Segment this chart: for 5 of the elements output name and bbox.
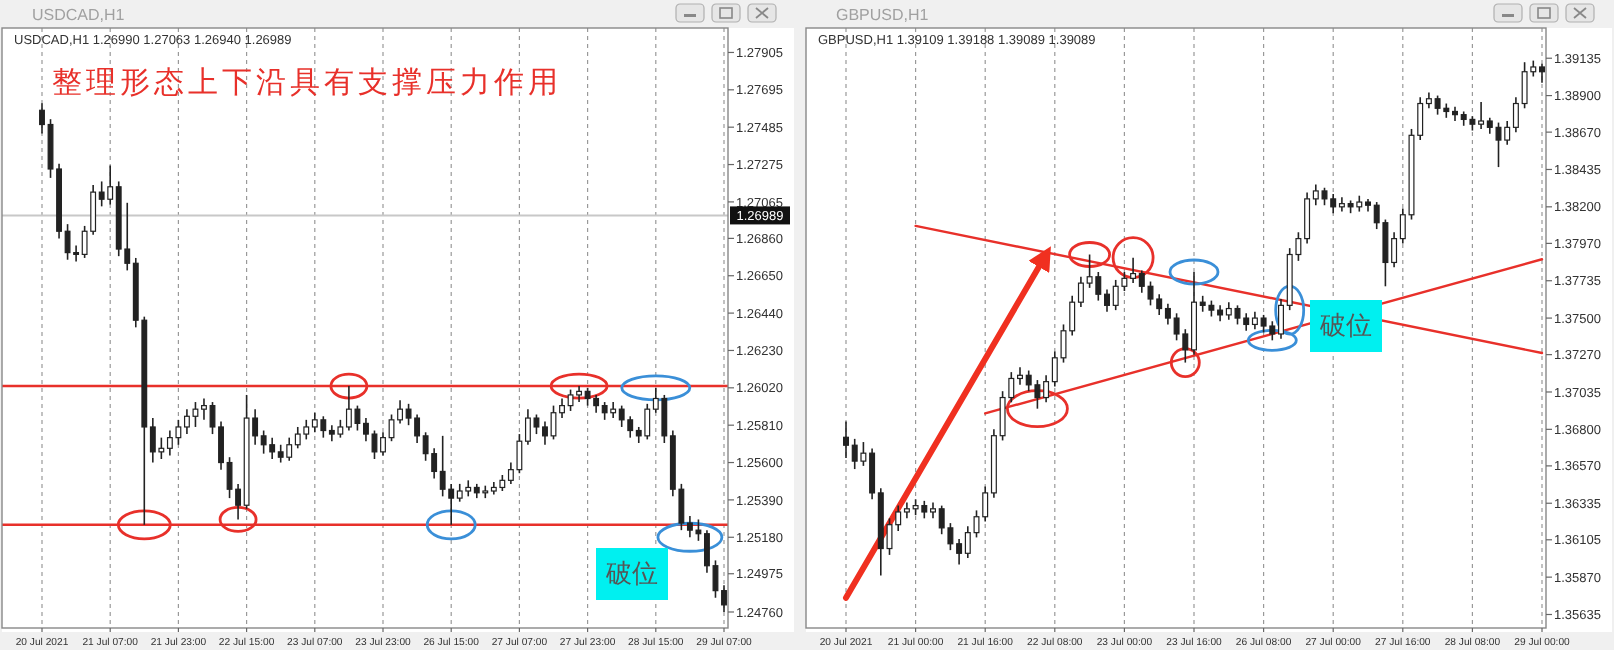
annotation: 破位 [604, 560, 658, 590]
annotation: 破位 [1318, 312, 1372, 342]
chart-title: USDCAD,H1 [32, 6, 126, 24]
annotation: 整理形态上下沿具有支撑压力作用 [52, 64, 562, 100]
chart-title: GBPUSD,H1 [836, 6, 930, 24]
